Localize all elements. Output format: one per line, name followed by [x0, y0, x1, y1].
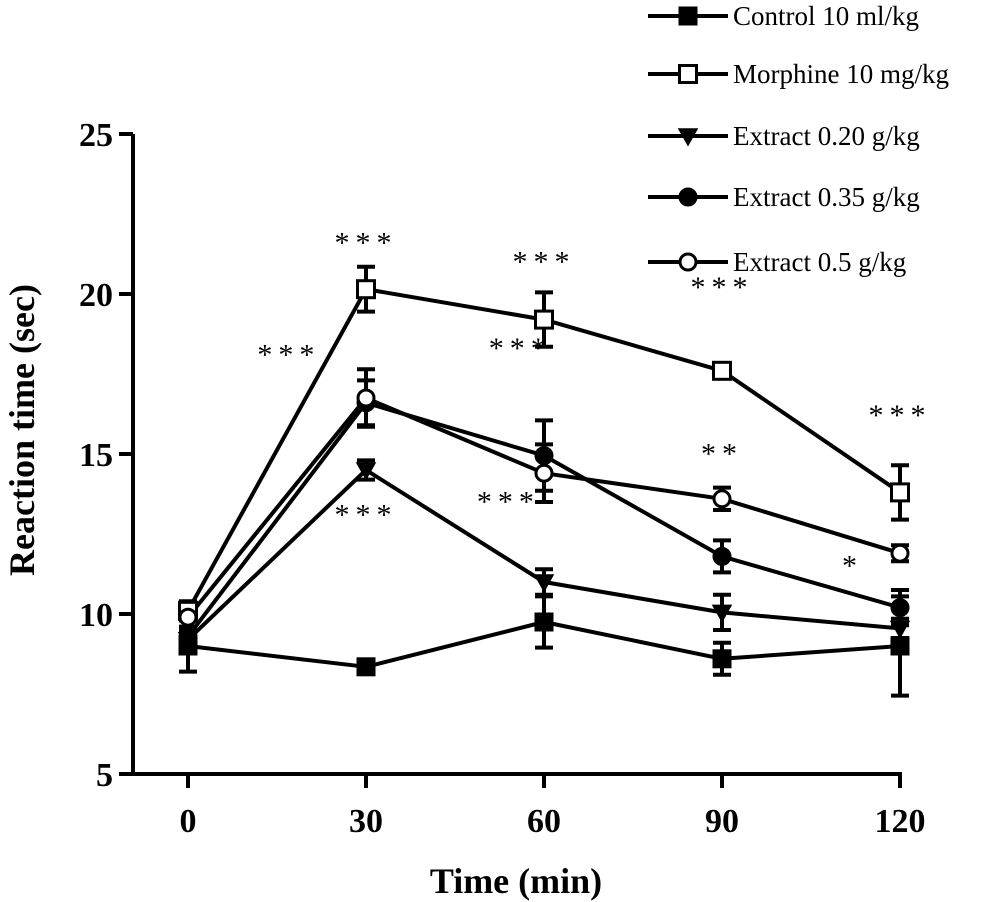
- legend-label: Extract 0.20 g/kg: [733, 121, 920, 151]
- significance-label: ***: [335, 498, 398, 531]
- series-5-point: [712, 489, 732, 509]
- x-tick-label: 60: [527, 803, 561, 840]
- y-tick-label: 15: [79, 437, 113, 474]
- x-axis-title: Time (min): [430, 861, 602, 901]
- series-4-point: [178, 626, 198, 646]
- significance-label: ***: [477, 486, 540, 519]
- series-5-point: [356, 388, 376, 408]
- legend-label: Extract 0.35 g/kg: [733, 182, 920, 212]
- y-tick-label: 25: [79, 117, 113, 154]
- significance-label: ***: [513, 246, 576, 279]
- significance-label: *: [842, 550, 863, 583]
- series-2-point: [890, 482, 910, 503]
- significance-label: ***: [257, 338, 320, 371]
- significance-label: ***: [691, 271, 754, 304]
- legend-marker: [678, 6, 698, 26]
- y-tick-label: 10: [79, 597, 113, 634]
- series-2-point: [712, 360, 732, 381]
- legend-marker: [678, 252, 698, 272]
- series-1-point: [890, 636, 910, 656]
- significance-label: ***: [335, 226, 398, 259]
- x-tick-label: 120: [875, 803, 926, 840]
- series-1-point: [534, 612, 554, 632]
- legend-marker: [677, 128, 699, 147]
- x-tick-label: 90: [705, 803, 739, 840]
- series-4-point: [890, 598, 910, 618]
- series-1-point: [356, 657, 376, 677]
- series-3-point: [889, 620, 911, 639]
- legend-label: Extract 0.5 g/kg: [733, 247, 906, 277]
- y-tick-label: 20: [79, 277, 113, 314]
- series-5-point: [178, 607, 198, 627]
- series-5-point: [890, 543, 910, 563]
- y-axis-title: Reaction time (sec): [2, 284, 42, 576]
- series-3-point: [355, 462, 377, 481]
- significance-label: **: [701, 438, 743, 471]
- x-tick-label: 30: [349, 803, 383, 840]
- series-4-point: [712, 546, 732, 566]
- series-3-point: [533, 574, 555, 593]
- legend-marker: [678, 64, 698, 84]
- series-4-point: [534, 446, 554, 466]
- x-tick-label: 0: [180, 803, 197, 840]
- significance-label: ***: [869, 399, 932, 432]
- legend-marker: [678, 187, 698, 207]
- series-1-point: [712, 649, 732, 669]
- series-5-point: [534, 463, 554, 483]
- series-2-point: [534, 309, 554, 330]
- series-2-point: [356, 279, 376, 300]
- significance-label: ***: [489, 332, 552, 365]
- y-tick-label: 5: [96, 757, 113, 794]
- series-3-point: [711, 604, 733, 623]
- legend-label: Morphine 10 mg/kg: [733, 59, 949, 89]
- legend-label: Control 10 ml/kg: [733, 1, 919, 31]
